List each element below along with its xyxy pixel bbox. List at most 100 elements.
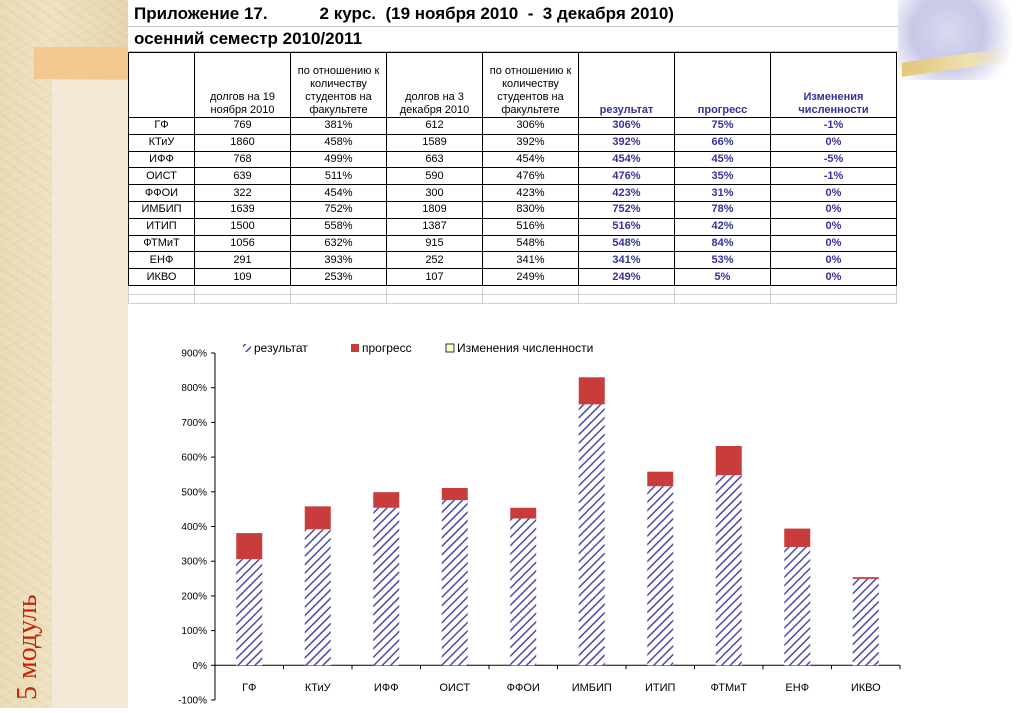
legend-label: результат — [254, 341, 308, 355]
bar-progress — [715, 445, 742, 476]
table-cell: 639 — [194, 167, 291, 186]
table-row: ФТМиТ 1056 632% 915 548% 548% 84% 0% — [128, 234, 897, 253]
table-cell: 31% — [674, 184, 771, 202]
module-label: 5 модуль — [12, 594, 43, 700]
table-cell: 0% — [770, 184, 897, 202]
bar-result — [510, 518, 537, 666]
table-cell: ЕНФ — [128, 251, 195, 270]
bar-result — [852, 578, 879, 666]
table-cell: 454% — [578, 150, 675, 169]
results-chart: -100% 0% 100% 200% 300% 400% 500% 600% 700% 800% 9… — [160, 335, 905, 708]
x-tick-label: ЕНФ — [785, 682, 809, 694]
table-header-cell — [128, 52, 195, 118]
table-cell: -1% — [770, 117, 897, 135]
legend-swatch — [243, 344, 251, 352]
table-cell: -5% — [770, 150, 897, 169]
table-cell: ИФФ — [128, 150, 195, 169]
table-cell: ИТИП — [128, 217, 195, 236]
left-inner-panel — [52, 80, 128, 708]
table-cell: 768 — [194, 150, 291, 169]
table-row: ГФ 769 381% 612 306% 306% 75% -1% — [128, 117, 897, 135]
table-header-cell: по отношению к количеству студентов на ф… — [290, 52, 387, 118]
table-cell: 5% — [674, 268, 771, 286]
table-cell: 558% — [290, 217, 387, 236]
table-row: ФФОИ 322 454% 300 423% 423% 31% 0% — [128, 184, 897, 202]
table-cell: 511% — [290, 167, 387, 186]
table-cell: 423% — [578, 184, 675, 202]
bar-progress — [784, 528, 811, 547]
table-cell: 1809 — [386, 200, 483, 219]
table-cell: 1639 — [194, 200, 291, 219]
table-header-cell: долгов на 3 декабря 2010 — [386, 52, 483, 118]
x-tick-label: ФТМиТ — [711, 682, 748, 694]
table-cell: 0% — [770, 251, 897, 270]
table-cell: 53% — [674, 251, 771, 270]
table-header-cell: прогресс — [674, 52, 771, 118]
table-cell: 0% — [770, 133, 897, 152]
bar-result — [784, 546, 811, 666]
bar-result — [715, 475, 742, 666]
table-cell: 35% — [674, 167, 771, 186]
table-cell: 1589 — [386, 133, 483, 152]
bar-progress — [647, 471, 674, 487]
table-cell: 0% — [770, 234, 897, 253]
table-cell: 454% — [290, 184, 387, 202]
table-row: ЕНФ 291 393% 252 341% 341% 53% 0% — [128, 251, 897, 270]
orange-accent-block — [34, 47, 128, 79]
table-row: ИМБИП 1639 752% 1809 830% 752% 78% 0% — [128, 200, 897, 219]
table-row: ИКВО 109 253% 107 249% 249% 5% 0% — [128, 268, 897, 286]
table-cell: 306% — [482, 117, 579, 135]
table-cell: 291 — [194, 251, 291, 270]
table-cell: 392% — [578, 133, 675, 152]
table-cell: ИКВО — [128, 268, 195, 286]
table-cell: 253% — [290, 268, 387, 286]
table-cell: 752% — [578, 200, 675, 219]
spreadsheet: Приложение 17. 2 курс. (19 ноября 2010 -… — [128, 0, 898, 320]
table-cell: 499% — [290, 150, 387, 169]
table-cell: 78% — [674, 200, 771, 219]
table-cell: 341% — [578, 251, 675, 270]
table-cell: ФТМиТ — [128, 234, 195, 253]
y-tick-label: 300% — [181, 557, 207, 568]
table-cell: ОИСТ — [128, 167, 195, 186]
bar-progress — [852, 577, 879, 579]
bar-result — [373, 507, 400, 666]
table-cell: 249% — [578, 268, 675, 286]
table-cell: 392% — [482, 133, 579, 152]
table-cell: 548% — [482, 234, 579, 253]
table-header-cell: результат — [578, 52, 675, 118]
y-tick-label: 100% — [181, 626, 207, 637]
table-header-cell: Изменения численности — [770, 52, 897, 118]
table-cell: 75% — [674, 117, 771, 135]
table-cell: 612 — [386, 117, 483, 135]
y-tick-label: 200% — [181, 591, 207, 602]
table-cell: 45% — [674, 150, 771, 169]
bar-progress — [510, 507, 537, 519]
table-cell: 0% — [770, 268, 897, 286]
table-cell: 1500 — [194, 217, 291, 236]
bar-result — [647, 486, 674, 666]
table-cell: 663 — [386, 150, 483, 169]
table-cell: КТиУ — [128, 133, 195, 152]
table-cell: 516% — [482, 217, 579, 236]
table-cell: 42% — [674, 217, 771, 236]
bar-progress — [373, 492, 400, 508]
table-row: ИТИП 1500 558% 1387 516% 516% 42% 0% — [128, 217, 897, 236]
bar-result — [304, 529, 331, 666]
bar-result — [441, 500, 468, 666]
x-tick-label: ИМБИП — [572, 682, 612, 694]
table-cell: 66% — [674, 133, 771, 152]
y-tick-label: 600% — [181, 453, 207, 464]
x-tick-label: ОИСТ — [439, 682, 470, 694]
table-cell: 458% — [290, 133, 387, 152]
bar-progress — [236, 533, 263, 560]
table-header-cell: долгов на 19 ноября 2010 — [194, 52, 291, 118]
table-cell: ГФ — [128, 117, 195, 135]
bar-progress — [441, 487, 468, 501]
bar-result — [236, 559, 263, 666]
x-tick-label: КТиУ — [305, 682, 332, 694]
table-row: ИФФ 768 499% 663 454% 454% 45% -5% — [128, 150, 897, 169]
x-tick-label: ИКВО — [851, 682, 881, 694]
table-cell: 341% — [482, 251, 579, 270]
x-tick-label: ФФОИ — [507, 682, 540, 694]
